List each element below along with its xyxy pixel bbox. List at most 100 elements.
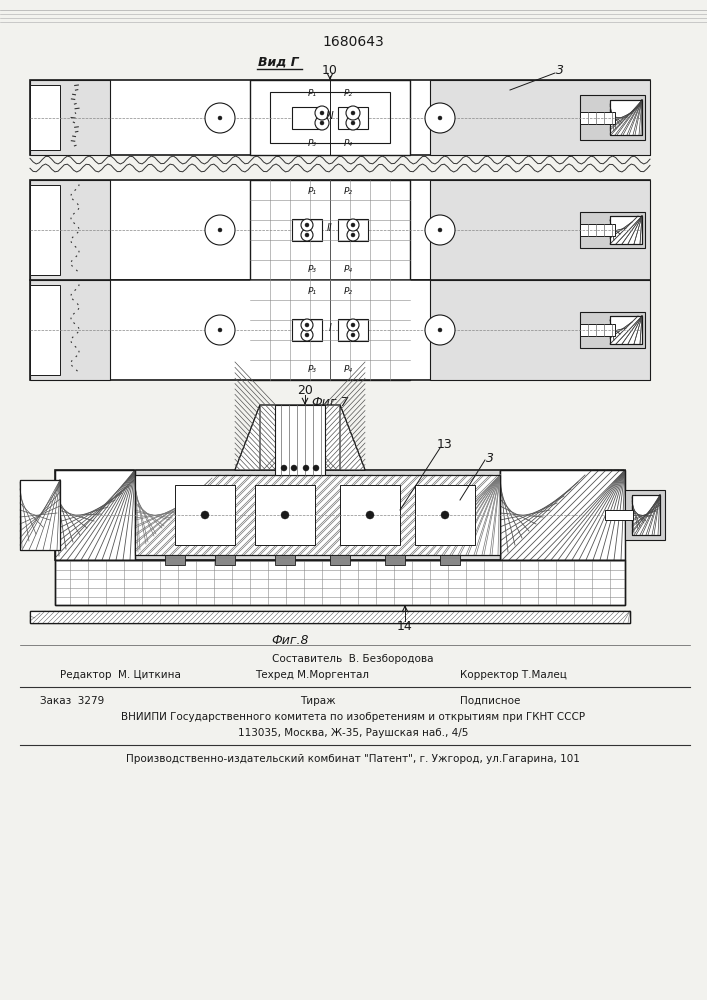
Bar bbox=[580, 212, 645, 248]
Circle shape bbox=[320, 121, 324, 125]
Bar bbox=[20, 480, 60, 550]
Bar bbox=[30, 85, 60, 150]
Text: Фиг.7: Фиг.7 bbox=[311, 395, 349, 408]
Bar bbox=[292, 319, 322, 341]
Circle shape bbox=[305, 233, 309, 237]
Text: P₄: P₄ bbox=[344, 265, 353, 274]
Text: P₄: P₄ bbox=[344, 365, 353, 374]
Circle shape bbox=[301, 219, 313, 231]
Text: Техред М.Моргентал: Техред М.Моргентал bbox=[255, 670, 369, 680]
Text: Корректор Т.Малец: Корректор Т.Малец bbox=[460, 670, 567, 680]
Bar bbox=[610, 100, 642, 135]
Text: P₃: P₃ bbox=[308, 365, 317, 374]
Bar bbox=[30, 611, 630, 623]
Circle shape bbox=[346, 106, 360, 120]
Circle shape bbox=[305, 223, 309, 227]
Text: P₂: P₂ bbox=[344, 188, 353, 196]
Circle shape bbox=[425, 103, 455, 133]
Bar bbox=[292, 219, 322, 241]
Circle shape bbox=[347, 329, 359, 341]
Bar bbox=[632, 495, 660, 535]
Circle shape bbox=[281, 511, 289, 519]
Text: Тираж: Тираж bbox=[300, 696, 336, 706]
Bar bbox=[55, 470, 625, 560]
Circle shape bbox=[366, 511, 374, 519]
Bar bbox=[500, 470, 625, 560]
Bar bbox=[292, 107, 322, 129]
Text: Вид Г: Вид Г bbox=[258, 55, 299, 68]
Bar bbox=[20, 480, 60, 550]
Circle shape bbox=[441, 511, 449, 519]
Polygon shape bbox=[235, 405, 365, 470]
Bar bbox=[415, 485, 475, 545]
Text: II: II bbox=[327, 223, 333, 233]
Circle shape bbox=[315, 106, 329, 120]
Circle shape bbox=[218, 328, 222, 332]
Text: P₃: P₃ bbox=[308, 265, 317, 274]
Circle shape bbox=[313, 465, 319, 471]
Bar bbox=[30, 280, 650, 380]
Circle shape bbox=[301, 319, 313, 331]
Bar bbox=[580, 312, 645, 348]
Circle shape bbox=[351, 111, 355, 115]
Bar bbox=[338, 219, 368, 241]
Circle shape bbox=[346, 116, 360, 130]
Bar bbox=[30, 80, 650, 155]
Circle shape bbox=[347, 319, 359, 331]
Circle shape bbox=[205, 315, 235, 345]
Text: 13: 13 bbox=[437, 438, 453, 452]
Bar bbox=[430, 280, 650, 380]
Bar bbox=[55, 470, 135, 560]
Circle shape bbox=[347, 219, 359, 231]
Circle shape bbox=[351, 323, 355, 327]
Text: P₃: P₃ bbox=[308, 138, 317, 147]
Circle shape bbox=[315, 116, 329, 130]
Circle shape bbox=[425, 215, 455, 245]
Text: P₁: P₁ bbox=[308, 188, 317, 196]
Bar bbox=[55, 560, 625, 605]
Text: 14: 14 bbox=[397, 620, 413, 634]
Circle shape bbox=[347, 229, 359, 241]
Text: Редактор  М. Циткина: Редактор М. Циткина bbox=[60, 670, 181, 680]
Bar bbox=[610, 316, 642, 344]
Bar bbox=[30, 611, 630, 623]
Circle shape bbox=[301, 329, 313, 341]
Circle shape bbox=[438, 328, 442, 332]
Bar bbox=[30, 180, 650, 280]
Text: 1680643: 1680643 bbox=[322, 35, 384, 49]
Bar bbox=[330, 555, 350, 565]
Text: P₄: P₄ bbox=[344, 138, 353, 147]
Circle shape bbox=[351, 223, 355, 227]
Circle shape bbox=[201, 511, 209, 519]
Bar bbox=[30, 611, 630, 623]
Bar bbox=[30, 280, 110, 380]
Text: 113035, Москва, Ж-35, Раушская наб., 4/5: 113035, Москва, Ж-35, Раушская наб., 4/5 bbox=[238, 728, 468, 738]
Bar bbox=[250, 180, 410, 380]
Bar bbox=[30, 185, 60, 275]
Bar bbox=[580, 224, 615, 236]
Text: P₁: P₁ bbox=[308, 288, 317, 296]
Bar bbox=[165, 555, 185, 565]
Bar bbox=[610, 216, 642, 244]
Bar bbox=[55, 470, 135, 560]
Circle shape bbox=[438, 116, 442, 120]
Circle shape bbox=[218, 116, 222, 120]
Text: Фиг.8: Фиг.8 bbox=[271, 634, 309, 647]
Bar bbox=[30, 180, 110, 280]
Bar bbox=[275, 405, 325, 475]
Text: I: I bbox=[329, 323, 332, 333]
Bar bbox=[270, 92, 390, 143]
Bar bbox=[135, 475, 500, 555]
Circle shape bbox=[305, 323, 309, 327]
Bar bbox=[30, 285, 60, 375]
Bar bbox=[340, 485, 400, 545]
Text: 20: 20 bbox=[297, 383, 313, 396]
Bar bbox=[20, 480, 60, 550]
Circle shape bbox=[425, 315, 455, 345]
Circle shape bbox=[205, 215, 235, 245]
Text: 3: 3 bbox=[556, 64, 564, 77]
Text: P₂: P₂ bbox=[344, 288, 353, 296]
Bar bbox=[625, 490, 665, 540]
Bar bbox=[135, 475, 500, 555]
Bar bbox=[440, 555, 460, 565]
